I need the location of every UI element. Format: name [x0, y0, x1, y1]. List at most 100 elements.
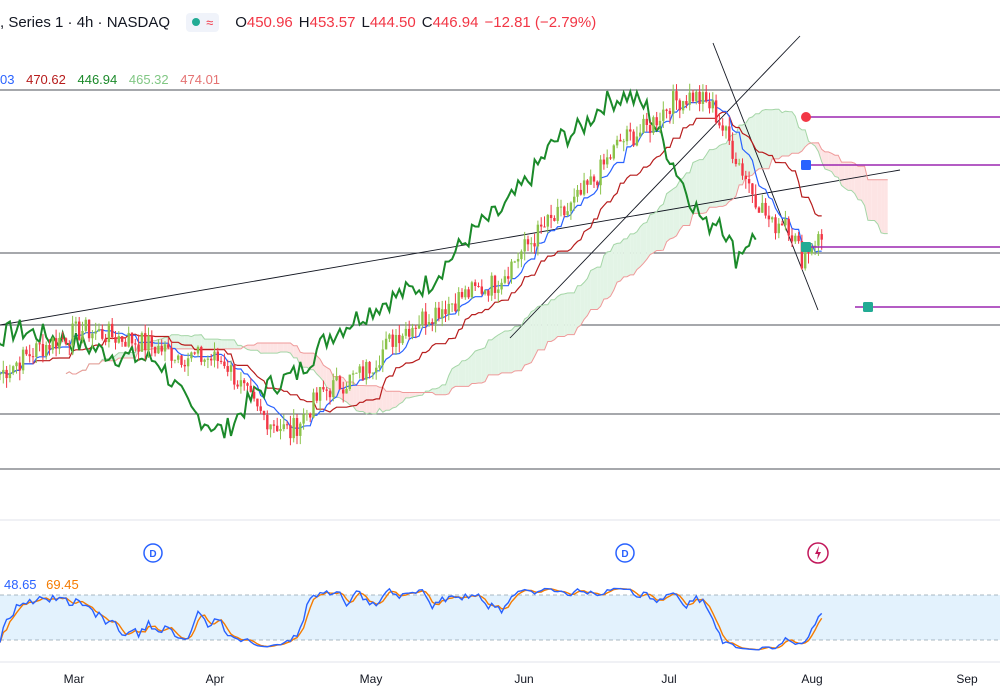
cloud-segment	[392, 391, 396, 408]
cloud-segment	[194, 334, 198, 349]
cloud-segment	[231, 339, 235, 349]
candle-body	[282, 424, 285, 430]
cloud-segment	[613, 243, 618, 291]
candle-body	[269, 424, 272, 430]
candle-body	[84, 319, 87, 331]
cloud-segment	[277, 343, 281, 354]
cloud-segment	[198, 334, 202, 349]
cloud-segment	[600, 255, 604, 307]
candle-body	[130, 332, 134, 344]
cloud-segment	[877, 179, 882, 233]
cloud-segment	[217, 339, 222, 349]
candle-body	[200, 346, 203, 362]
candle-body	[592, 176, 596, 182]
candle-body	[348, 374, 351, 389]
candle-body	[243, 380, 246, 384]
cloud-segment	[237, 345, 241, 349]
cloud-segment	[386, 391, 390, 411]
candle-body	[520, 251, 523, 260]
cloud-segment	[188, 335, 192, 349]
cloud-segment	[537, 305, 542, 350]
candle-body	[2, 369, 5, 374]
ichimoku-value-2: 470.62	[26, 72, 66, 87]
cloud-segment	[320, 359, 324, 382]
candle-body	[513, 261, 516, 263]
cloud-segment	[627, 233, 631, 277]
cloud-segment	[528, 311, 532, 364]
stochastic-k-value: 48.65	[4, 577, 37, 592]
candle-body	[724, 126, 728, 131]
cloud-segment	[726, 137, 730, 206]
candle-body	[394, 334, 398, 347]
cloud-segment	[547, 299, 552, 342]
candle-body	[625, 129, 629, 142]
candle-body	[252, 391, 256, 399]
stochastic-legend: 48.65 69.45	[4, 577, 85, 592]
cloud-segment	[287, 343, 291, 354]
ohlc-low: L444.50	[361, 13, 416, 31]
cloud-segment	[881, 179, 885, 234]
candle-body	[8, 372, 12, 379]
candle-body	[754, 194, 757, 208]
cloud-segment	[693, 161, 697, 214]
order-marker-icon	[801, 242, 811, 252]
cloud-segment	[524, 316, 528, 366]
candle-body	[223, 361, 226, 367]
cloud-segment	[376, 385, 380, 414]
cloud-segment	[792, 111, 796, 154]
candle-body	[289, 425, 292, 439]
cloud-segment	[696, 159, 700, 214]
candle-body	[797, 235, 800, 242]
candle-body	[685, 101, 688, 105]
cloud-segment	[178, 334, 182, 349]
candle-body	[365, 361, 368, 380]
cloud-segment	[660, 204, 664, 251]
candle-body	[74, 321, 78, 324]
candle-body	[173, 359, 177, 361]
candle-body	[375, 367, 378, 373]
candle-body	[516, 259, 520, 262]
ichimoku-value-1: 03	[0, 72, 15, 87]
dividend-label: D	[621, 549, 628, 560]
candle-body	[543, 226, 546, 228]
candle-body	[421, 311, 424, 326]
status-pill[interactable]: ≈	[186, 12, 220, 32]
cloud-segment	[801, 129, 806, 152]
candle-body	[510, 261, 513, 279]
candle-body	[107, 323, 111, 343]
cloud-segment	[435, 387, 439, 395]
candle-body	[477, 285, 480, 287]
cloud-segment	[293, 345, 297, 358]
candle-body	[18, 362, 21, 371]
x-tick-label: Sep	[956, 672, 978, 686]
candle-body	[738, 163, 741, 165]
order-lines[interactable]	[801, 112, 1000, 312]
x-tick-label: May	[360, 672, 383, 686]
x-tick-label: Mar	[64, 672, 85, 686]
cloud-segment	[656, 206, 660, 251]
candle-body	[35, 343, 38, 357]
cloud-segment	[442, 384, 446, 395]
cloud-segment	[409, 392, 413, 398]
cloud-segment	[458, 360, 462, 387]
candle-body	[12, 366, 15, 373]
candle-body	[219, 360, 223, 362]
cloud-segment	[508, 330, 512, 373]
symbol-title[interactable]: , Series 1 · 4h · NASDAQ	[0, 13, 171, 31]
cloud-segment	[587, 270, 591, 316]
cloud-segment	[356, 385, 360, 412]
cloud-segment	[432, 388, 436, 395]
candle-body	[140, 333, 144, 352]
candle-body	[573, 196, 576, 203]
cloud-segment	[848, 162, 852, 191]
candle-body	[540, 224, 543, 227]
candle-body	[170, 347, 173, 361]
cloud-segment	[650, 213, 654, 255]
candle-body	[239, 380, 243, 387]
cloud-segment	[521, 318, 525, 371]
candle-body	[91, 333, 94, 339]
trend-line	[712, 42, 819, 311]
candle-body	[589, 176, 592, 185]
